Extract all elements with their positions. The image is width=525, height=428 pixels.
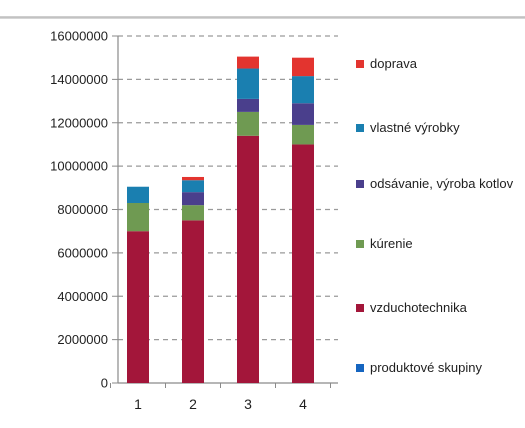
y-tick-label: 4000000 <box>57 289 108 304</box>
x-tick-label: 1 <box>134 396 142 412</box>
legend-item: doprava <box>356 54 521 73</box>
bar-segment <box>237 98 259 112</box>
bar-segment <box>127 202 149 232</box>
legend-item: kúrenie <box>356 234 521 253</box>
bar-segment <box>292 103 314 125</box>
legend-label: vzduchotechnika <box>370 300 467 315</box>
bar-segment <box>237 68 259 99</box>
legend-swatch <box>356 60 364 68</box>
bar-segment <box>237 135 259 383</box>
legend-swatch <box>356 240 364 248</box>
legend-item: vzduchotechnika <box>356 298 521 317</box>
y-tick-label: 10000000 <box>50 159 108 174</box>
bar-segment <box>182 205 204 221</box>
legend-item: odsávanie, výroba kotlov <box>356 174 521 193</box>
bar-segment <box>182 220 204 383</box>
y-tick-label: 2000000 <box>57 332 108 347</box>
top-divider <box>0 16 525 19</box>
x-tick-label: 2 <box>189 396 197 412</box>
y-tick-label: 14000000 <box>50 72 108 87</box>
y-tick-label: 6000000 <box>57 245 108 260</box>
legend-swatch <box>356 124 364 132</box>
bar-segment <box>127 186 149 203</box>
legend-label: odsávanie, výroba kotlov <box>370 176 514 191</box>
x-tick-label: 3 <box>244 396 252 412</box>
bar-segment <box>292 76 314 104</box>
legend-swatch <box>356 180 364 188</box>
chart-legend: doprava vlastné výrobky odsávanie, výroba … <box>356 40 521 380</box>
bar-segment <box>292 144 314 383</box>
bar-segment <box>182 176 204 181</box>
bar-segment <box>127 231 149 383</box>
legend-label: vlastné výrobky <box>370 120 460 135</box>
bar-segment <box>237 56 259 69</box>
bar-segment <box>182 180 204 193</box>
bar-segment <box>292 57 314 77</box>
y-tick-label: 8000000 <box>57 202 108 217</box>
legend-label: doprava <box>370 56 417 71</box>
legend-item: produktové skupiny <box>356 358 521 377</box>
y-tick-label: 16000000 <box>50 29 108 44</box>
legend-swatch <box>356 364 364 372</box>
legend-swatch <box>356 304 364 312</box>
y-tick-label: 12000000 <box>50 115 108 130</box>
y-tick-label: 0 <box>101 376 108 391</box>
legend-label: kúrenie <box>370 236 413 251</box>
bar-segment <box>182 192 204 206</box>
legend-label: produktové skupiny <box>370 360 483 375</box>
bar-segment <box>237 111 259 136</box>
bar-segment <box>292 124 314 145</box>
legend-item: vlastné výrobky <box>356 118 521 137</box>
x-tick-label: 4 <box>299 396 307 412</box>
